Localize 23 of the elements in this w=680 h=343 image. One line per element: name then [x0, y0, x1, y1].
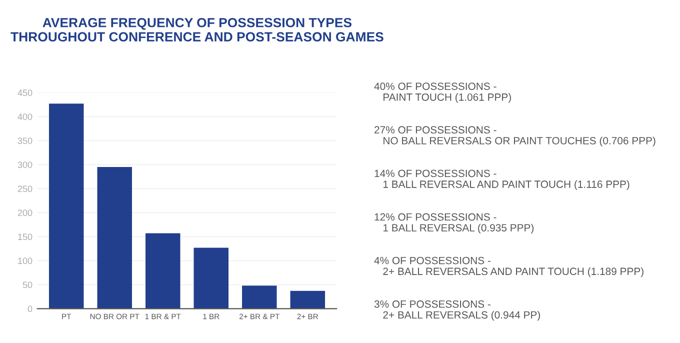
- y-tick-label: 400: [18, 114, 32, 120]
- text: 27% OF POSSESSIONS - NO BALL REVERSALS OR PAINT TOUCHES (0.706 PPP): [374, 126, 656, 146]
- y-tick-label: 450: [18, 90, 32, 96]
- bar: [242, 286, 277, 309]
- bar: [290, 290, 326, 309]
- bar: [48, 104, 84, 309]
- y-tick-label: 150: [18, 234, 32, 240]
- bar: [146, 233, 180, 309]
- y-tick-label: 300: [18, 162, 32, 168]
- chart-title: AVERAGE FREQUENCY OF POSSESSION TYPES THROUGHOUT CONFERENCE AND POST-SEASON GAMES: [10, 18, 384, 42]
- text: 3% OF POSSESSIONS - 2+ BALL REVERSALS (0.944 PP): [374, 300, 540, 321]
- text: 12% OF POSSESSIONS - 1 BALL REVERSAL (0.935 PPP): [374, 213, 534, 234]
- y-tick-label: 0: [28, 306, 32, 312]
- text: 4% OF POSSESSIONS - 2+ BALL REVERSALS AND PAINT TOUCH (1.189 PPP): [374, 256, 644, 278]
- bar: [194, 248, 228, 309]
- y-tick-label: 100: [18, 258, 32, 264]
- text: 14% OF POSSESSIONS - 1 BALL REVERSAL AND PAINT TOUCH (1.116 PPP): [374, 170, 630, 190]
- y-tick-label: 50: [22, 282, 32, 288]
- bar: [97, 167, 132, 309]
- y-tick-label: 250: [18, 186, 32, 192]
- text: 40% OF POSSESSIONS - PAINT TOUCH (1.061 PPP): [374, 82, 511, 103]
- y-tick-label: 350: [18, 138, 32, 144]
- y-tick-label: 200: [18, 210, 32, 216]
